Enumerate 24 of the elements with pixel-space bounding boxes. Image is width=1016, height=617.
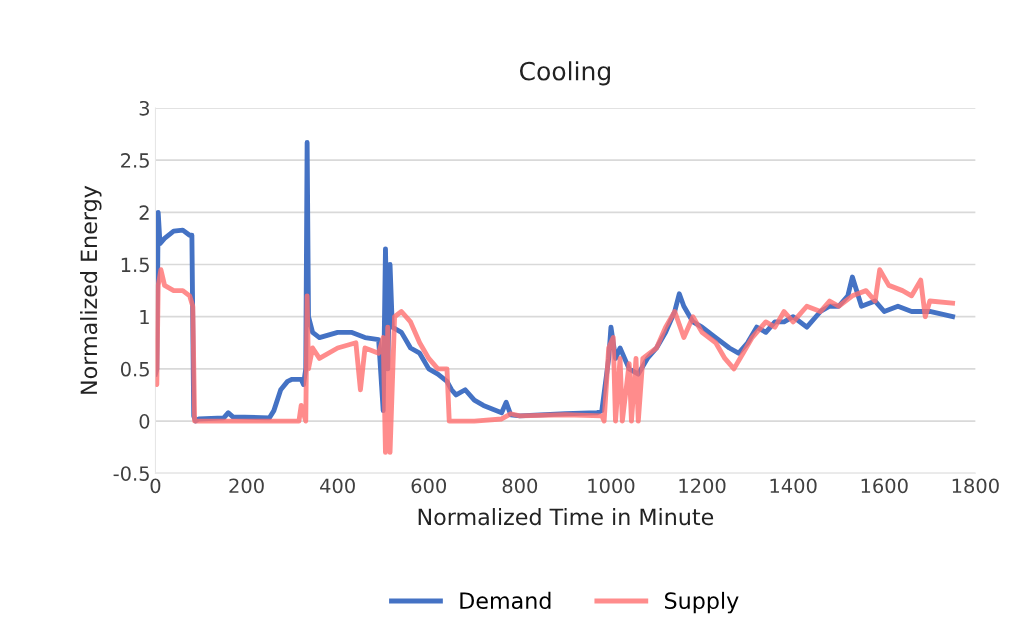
y-tick-label: 2.5: [121, 153, 149, 168]
x-tick-label: 1200: [679, 478, 726, 494]
x-tick-label: 1800: [952, 478, 999, 494]
y-tick-label: 2: [139, 205, 149, 220]
x-tick-label: 1600: [861, 478, 908, 494]
y-axis-title: Normalized Energy: [80, 185, 102, 394]
y-tick-label: 1: [140, 309, 149, 325]
x-tick-label: 800: [502, 478, 538, 494]
y-tick-label: 0: [139, 414, 150, 429]
chart-title: Cooling: [519, 61, 610, 86]
y-tick-label: -0.5: [113, 466, 149, 481]
line-series: [155, 267, 956, 455]
x-tick-label: 1000: [588, 478, 635, 494]
legend-label: Demand: [460, 591, 551, 610]
x-axis-title: Normalized Time in Minute: [418, 508, 714, 526]
x-tick-label: 0: [150, 478, 161, 494]
y-tick-label: 3: [139, 100, 150, 116]
x-tick-label: 400: [320, 478, 355, 494]
x-tick-label: 200: [229, 478, 264, 494]
x-tick-label: 600: [411, 478, 447, 494]
x-tick-label: 1400: [770, 478, 817, 494]
y-tick-label: 0.5: [120, 361, 149, 377]
y-tick-label: 1.5: [121, 257, 149, 273]
legend-label: Supply: [665, 591, 739, 614]
